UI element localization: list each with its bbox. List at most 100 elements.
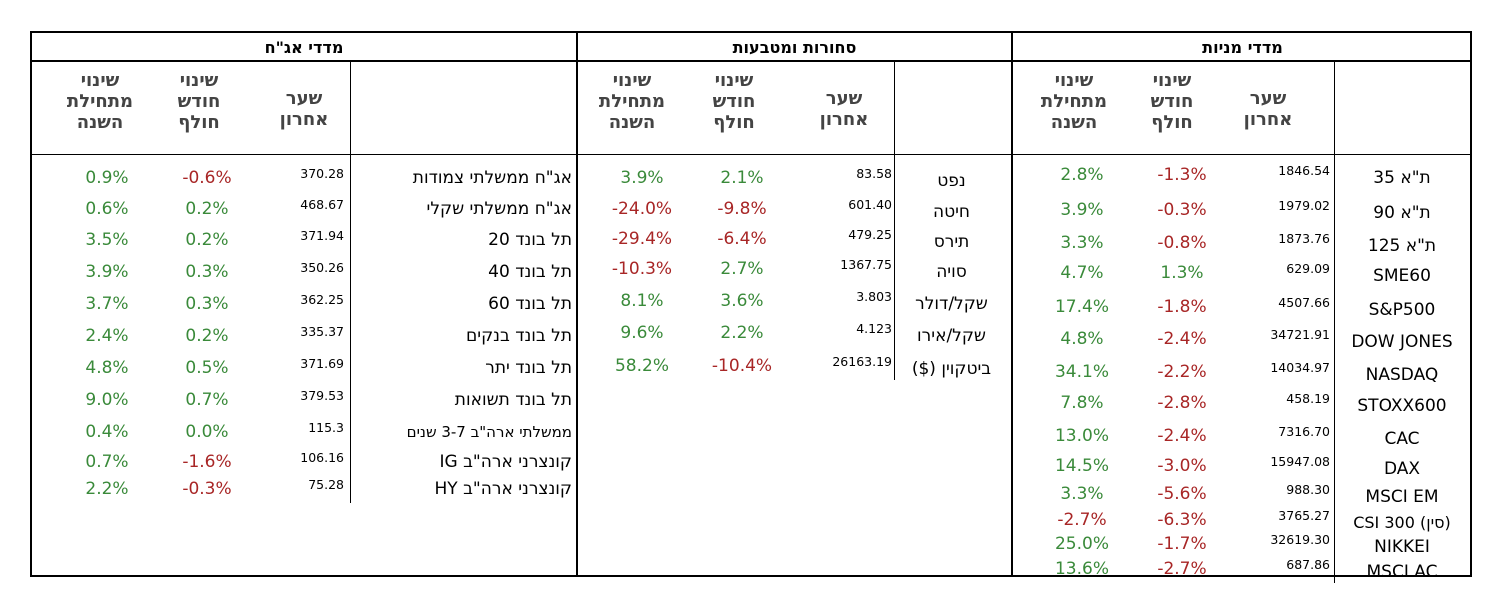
row-ytd-change: 4.8% <box>85 358 129 378</box>
row-ytd-change: 7.8% <box>1060 393 1104 413</box>
row-name: MSCI EM <box>1365 487 1439 507</box>
row-month-change: -6.3% <box>1157 510 1207 530</box>
row-last-price: 458.19 <box>1286 391 1330 406</box>
row-last-price: 7316.70 <box>1278 424 1330 439</box>
row-month-change: 0.7% <box>185 390 229 410</box>
row-name: NIKKEI <box>1374 537 1430 557</box>
column-header-month: שינוי חודש חולף <box>177 70 221 133</box>
row-month-change: -5.6% <box>1157 484 1207 504</box>
row-ytd-change: 3.9% <box>1060 200 1104 220</box>
row-last-price: 479.25 <box>848 227 892 242</box>
row-name: תל בונד 40 <box>488 262 572 282</box>
name-column-divider-stocks <box>1334 62 1335 154</box>
row-month-change: -1.7% <box>1157 534 1207 554</box>
price-column-divider-commodities <box>894 155 895 380</box>
row-ytd-change: -10.3% <box>611 259 673 279</box>
row-ytd-change: 2.8% <box>1060 165 1104 185</box>
row-month-change: -2.8% <box>1157 393 1207 413</box>
row-last-price: 115.3 <box>308 420 344 435</box>
row-last-price: 371.69 <box>300 356 344 371</box>
row-month-change: -0.8% <box>1157 233 1207 253</box>
row-name: S&P500 <box>1368 300 1436 320</box>
row-ytd-change: 9.0% <box>85 390 129 410</box>
row-name: ביטקוין ($) <box>911 359 992 379</box>
row-ytd-change: 0.9% <box>85 168 129 188</box>
row-name: תל בונד יתר <box>485 358 572 378</box>
row-ytd-change: 3.9% <box>620 168 664 188</box>
row-last-price: 601.40 <box>848 197 892 212</box>
section-title-commodities: סחורות ומטבעות <box>732 38 857 57</box>
row-month-change: -1.3% <box>1157 165 1207 185</box>
row-name: שקל/אירו <box>917 326 986 346</box>
row-last-price: 629.09 <box>1286 261 1330 276</box>
row-month-change: -6.4% <box>717 229 767 249</box>
row-name: תל בונד בנקים <box>466 326 572 346</box>
row-month-change: 2.7% <box>720 259 764 279</box>
row-name: סויה <box>936 262 967 282</box>
row-name: CAC <box>1384 429 1420 449</box>
row-name: ת"א 35 <box>1373 168 1431 188</box>
row-name: נפט <box>937 171 966 191</box>
row-last-price: 371.94 <box>300 228 344 243</box>
row-month-change: -0.3% <box>182 479 232 499</box>
row-ytd-change: 17.4% <box>1054 297 1109 317</box>
row-last-price: 83.58 <box>856 166 892 181</box>
row-month-change: -2.7% <box>1157 559 1207 579</box>
row-last-price: 3765.27 <box>1278 508 1330 523</box>
row-month-change: -9.8% <box>717 199 767 219</box>
row-last-price: 1367.75 <box>840 257 892 272</box>
row-name: ת"א 90 <box>1373 203 1431 223</box>
row-ytd-change: 34.1% <box>1054 362 1109 382</box>
row-month-change: -1.6% <box>182 452 232 472</box>
row-name: NASDAQ <box>1365 365 1439 385</box>
row-name: אג"ח ממשלתי שקלי <box>426 199 572 219</box>
row-name: SME60 <box>1373 266 1431 286</box>
row-ytd-change: 4.8% <box>1060 329 1104 349</box>
row-month-change: 0.2% <box>185 230 229 250</box>
row-month-change: -0.3% <box>1157 200 1207 220</box>
row-month-change: -2.4% <box>1157 426 1207 446</box>
column-header-last: שער אחרון <box>1243 88 1293 130</box>
column-header-last: שער אחרון <box>819 88 869 130</box>
row-month-change: 3.6% <box>720 291 764 311</box>
row-month-change: 0.5% <box>185 358 229 378</box>
header-divider <box>32 154 1470 155</box>
section-divider-bonds <box>576 33 578 575</box>
row-ytd-change: 58.2% <box>614 356 669 376</box>
title-divider <box>32 60 1470 62</box>
row-ytd-change: 3.3% <box>1060 233 1104 253</box>
row-ytd-change: 9.6% <box>620 323 664 343</box>
row-ytd-change: -29.4% <box>611 229 673 249</box>
row-last-price: 15947.08 <box>1270 454 1330 469</box>
row-last-price: 468.67 <box>300 197 344 212</box>
row-last-price: 32619.30 <box>1270 532 1330 547</box>
row-ytd-change: 0.7% <box>85 452 129 472</box>
price-column-divider-stocks <box>1334 155 1335 583</box>
market-data-table: מדדי מניות שער אחרון שינוי חודש חולף שינוי … <box>30 31 1472 583</box>
row-month-change: -2.2% <box>1157 362 1207 382</box>
row-last-price: 75.28 <box>308 477 344 492</box>
section-title-bonds: מדדי אג"ח <box>264 38 344 57</box>
row-name: ת"א 125 <box>1367 236 1437 256</box>
row-month-change: 2.2% <box>720 323 764 343</box>
row-ytd-change: 2.4% <box>85 326 129 346</box>
name-column-divider-bonds <box>350 62 351 154</box>
row-last-price: 988.30 <box>1286 482 1330 497</box>
row-last-price: 379.53 <box>300 388 344 403</box>
row-last-price: 34721.91 <box>1270 327 1330 342</box>
row-name: אג"ח ממשלתי צמודות <box>412 168 572 188</box>
row-month-change: -2.4% <box>1157 329 1207 349</box>
row-last-price: 4.123 <box>856 321 892 336</box>
row-last-price: 362.25 <box>300 292 344 307</box>
row-last-price: 370.28 <box>300 166 344 181</box>
row-ytd-change: 13.6% <box>1054 559 1109 579</box>
row-name: קונצרני ארה"ב HY <box>434 479 572 499</box>
row-last-price: 14034.97 <box>1270 360 1330 375</box>
row-ytd-change: 3.5% <box>85 230 129 250</box>
row-name: שקל/דולר <box>915 294 988 314</box>
row-month-change: -3.0% <box>1157 456 1207 476</box>
row-last-price: 1979.02 <box>1278 198 1330 213</box>
row-ytd-change: 0.6% <box>85 199 129 219</box>
row-month-change: 0.0% <box>185 422 229 442</box>
row-ytd-change: 25.0% <box>1054 534 1109 554</box>
